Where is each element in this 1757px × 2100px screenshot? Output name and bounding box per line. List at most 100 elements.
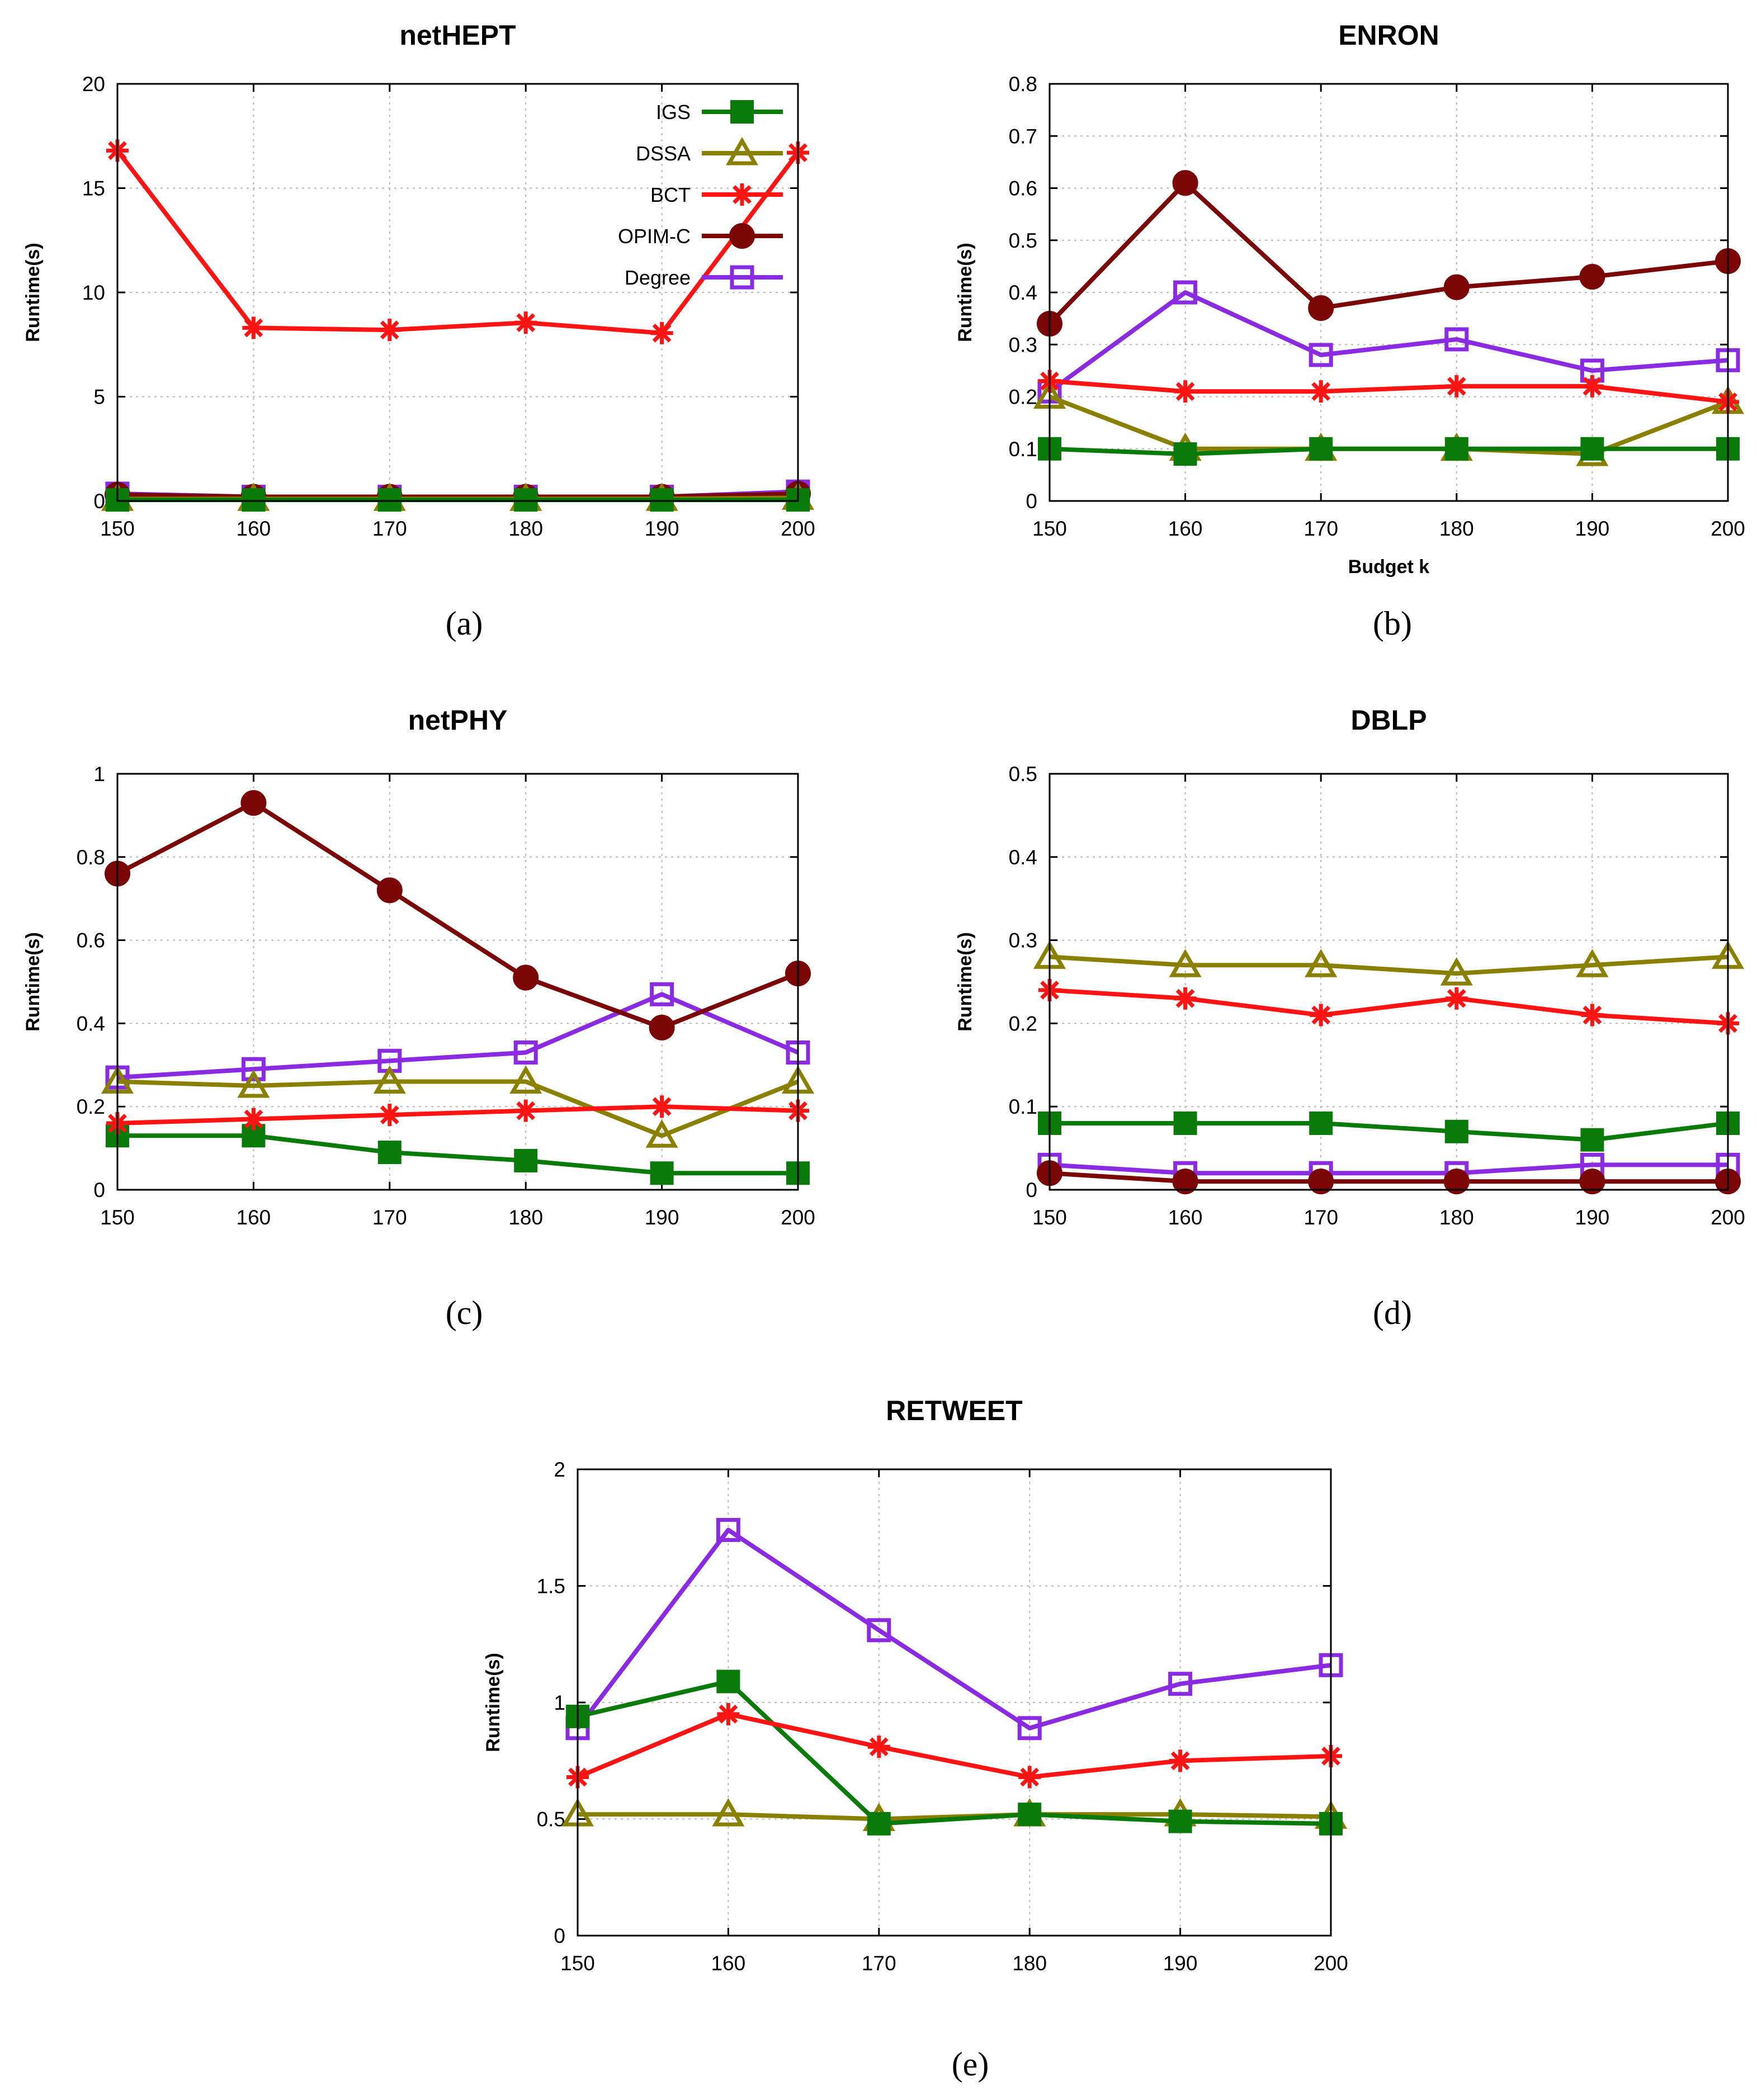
- x-tick-label: 160: [711, 1952, 746, 1975]
- data-point-dssa: [1305, 949, 1338, 977]
- y-tick-label: 0.4: [1009, 281, 1037, 304]
- series-opim-c: [105, 480, 811, 510]
- y-tick-label: 0.2: [77, 1095, 105, 1118]
- data-point-bct: [650, 1095, 673, 1118]
- legend: IGS DSSA BCT OPIM-C Degree: [618, 100, 783, 290]
- data-point-igs: [1173, 442, 1197, 466]
- y-axis-label: Runtime(s): [483, 1653, 504, 1752]
- legend-label: OPIM-C: [618, 225, 691, 248]
- data-point-igs: [242, 488, 266, 512]
- x-tick-label: 170: [1303, 1206, 1338, 1229]
- data-point-bct: [717, 1702, 740, 1725]
- x-tick-label: 160: [1168, 1206, 1203, 1229]
- legend-marker-degree: [730, 265, 754, 290]
- chart-netphy: 150 160 170 180 190 200 0 0.2 0.4 0.6 0.8 1 netPHY Ru…: [22, 704, 815, 1331]
- y-tick-label: 0.2: [1009, 386, 1037, 409]
- series-opim-c: [105, 790, 811, 1040]
- data-point-bct: [1445, 375, 1468, 398]
- data-point-igs: [1173, 1111, 1197, 1135]
- chart-dblp: 150 160 170 180 190 200 0 0.1 0.2 0.3 0.4 0.5 DBLP Ru…: [955, 704, 1745, 1331]
- x-tick-label: 150: [100, 1206, 135, 1229]
- plot-frame: [577, 1468, 1332, 1937]
- data-point-dssa: [1440, 957, 1473, 986]
- data-point-opim-c: [1172, 1169, 1198, 1195]
- series-line-opim-c: [116, 801, 799, 1030]
- data-point-opim-c: [1579, 264, 1605, 290]
- x-tick-label: 180: [1012, 1952, 1047, 1975]
- data-point-bct: [242, 1108, 265, 1131]
- legend-item-degree: Degree: [625, 265, 783, 290]
- legend-item-opim-c: OPIM-C: [618, 223, 783, 249]
- series-dssa: [1033, 940, 1745, 986]
- series-opim-c: [1037, 1160, 1741, 1195]
- data-point-degree: [867, 1618, 891, 1643]
- series-opim-c: [1037, 170, 1741, 337]
- data-point-degree: [1309, 343, 1333, 367]
- y-axis-label: Runtime(s): [22, 932, 44, 1032]
- data-point-dssa: [712, 1798, 745, 1827]
- series-dssa: [101, 481, 815, 511]
- x-tick-label: 180: [1439, 517, 1474, 540]
- x-tick-label: 200: [1711, 1206, 1745, 1229]
- x-tick-label: 180: [508, 1206, 543, 1229]
- data-point-igs: [1444, 1119, 1468, 1143]
- data-point-degree: [1168, 1672, 1193, 1696]
- data-point-igs: [1580, 437, 1604, 461]
- data-point-igs: [716, 1669, 740, 1694]
- data-point-igs: [867, 1812, 891, 1836]
- x-tick-label: 170: [372, 1206, 407, 1229]
- data-point-igs: [514, 1148, 538, 1172]
- series-dssa: [561, 1798, 1348, 1831]
- data-point-bct: [378, 319, 401, 342]
- data-point-bct: [1581, 375, 1604, 398]
- series-bct: [1038, 370, 1739, 413]
- series-line-bct: [115, 149, 800, 335]
- y-tick-label: 0.4: [77, 1012, 105, 1035]
- legend-marker-bct: [731, 183, 753, 206]
- data-point-dssa: [645, 1119, 678, 1148]
- x-tick-label: 170: [372, 517, 407, 540]
- legend-label: BCT: [650, 183, 691, 206]
- series-degree: [1037, 280, 1740, 404]
- series-line-igs: [1050, 1120, 1728, 1142]
- x-tick-label: 200: [781, 1206, 815, 1229]
- x-tick-label: 180: [508, 517, 543, 540]
- data-point-opim-c: [1308, 295, 1334, 321]
- y-tick-label: 0: [554, 1924, 565, 1947]
- data-point-bct: [1174, 380, 1197, 403]
- x-tick-label: 200: [1711, 517, 1745, 540]
- y-tick-label: 5: [93, 386, 105, 409]
- data-point-opim-c: [1579, 1169, 1605, 1195]
- y-tick-label: 1.5: [537, 1575, 565, 1598]
- series-igs: [1038, 437, 1740, 466]
- data-point-bct: [1174, 987, 1197, 1010]
- series-line-bct: [1049, 987, 1728, 1026]
- y-axis-label: Runtime(s): [955, 932, 976, 1032]
- subfigure-caption: (e): [952, 2046, 989, 2083]
- data-point-degree: [1173, 280, 1198, 305]
- data-point-degree: [1017, 1716, 1042, 1740]
- data-point-dssa: [1169, 949, 1202, 977]
- data-point-bct: [514, 311, 537, 334]
- y-axis-label: Runtime(s): [22, 243, 44, 342]
- data-point-igs: [650, 1161, 674, 1185]
- series-line-degree: [575, 1527, 1331, 1730]
- legend-marker-dssa: [725, 136, 759, 165]
- series-line-igs: [117, 1133, 798, 1176]
- data-point-opim-c: [240, 790, 267, 816]
- data-point-igs: [1168, 1809, 1192, 1833]
- y-tick-label: 0: [93, 490, 105, 513]
- subfigure-caption: (b): [1373, 605, 1412, 642]
- y-tick-label: 0.8: [77, 846, 105, 869]
- chart-enron: 150 160 170 180 190 200 0 0.1 0.2 0.3 0.4 0.5 0.6 0.7…: [955, 20, 1745, 642]
- data-point-opim-c: [513, 964, 539, 991]
- data-point-opim-c: [1443, 274, 1470, 300]
- y-tick-label: 15: [82, 177, 105, 200]
- y-tick-label: 0.8: [1009, 73, 1037, 96]
- data-point-dssa: [509, 1065, 542, 1094]
- series-line-degree: [1048, 290, 1728, 394]
- series-bct: [566, 1702, 1342, 1789]
- series-bct: [106, 1095, 809, 1134]
- chart-retweet: 150 160 170 180 190 200 0 0.5 1 1.5 2 RETWEET Runtim…: [483, 1395, 1348, 2083]
- x-tick-label: 190: [645, 1206, 679, 1229]
